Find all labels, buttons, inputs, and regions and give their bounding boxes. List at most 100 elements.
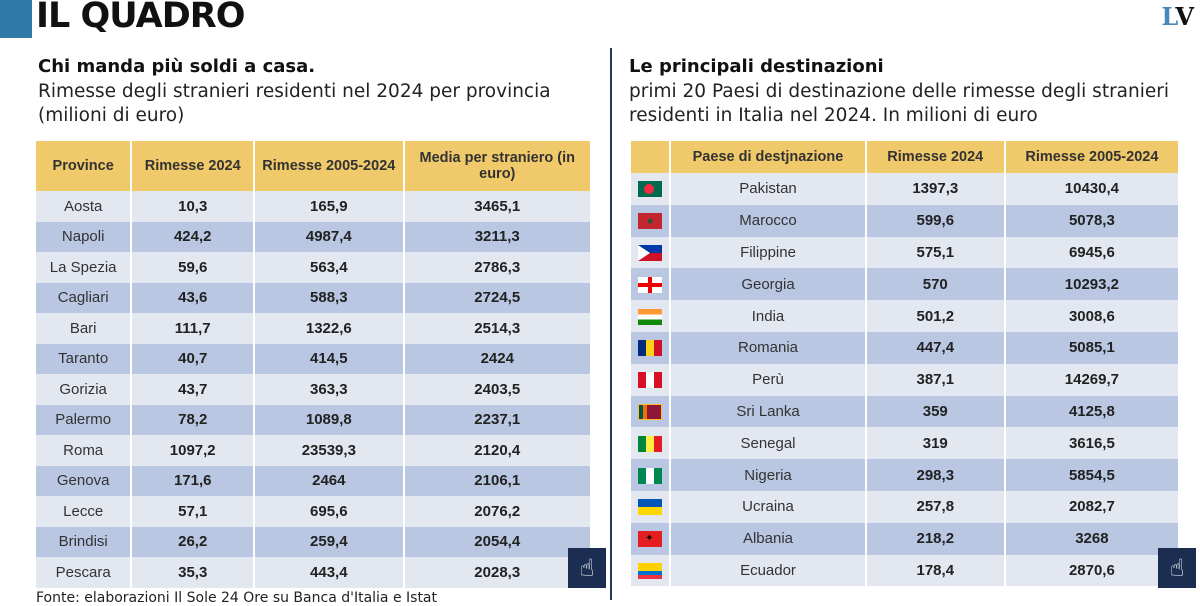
table-cell: 23539,3: [254, 435, 405, 466]
flag-cell: [631, 268, 672, 301]
table-cell: 43,6: [131, 282, 256, 313]
table-row: Perù 387,1 14269,7: [631, 363, 1181, 396]
table-cell: 10430,4: [1004, 173, 1181, 205]
table-cell: 171,6: [131, 465, 256, 496]
table-cell: 1397,3: [865, 173, 1006, 205]
table-cell: 2424: [403, 343, 592, 374]
table-cell: 2106,1: [403, 465, 592, 496]
table-row: Pakistan 1397,3 10430,4: [631, 173, 1181, 205]
table-cell: 588,3: [254, 282, 405, 313]
table-row: Napoli 424,2 4987,4 3211,3: [36, 221, 592, 252]
scroll-left-button[interactable]: ☝: [568, 548, 606, 588]
flag-cell: [631, 395, 672, 428]
column-header: Rimesse 2024: [131, 141, 256, 191]
column-header: Paese di destjnazione: [670, 141, 867, 173]
flag-cell: [631, 236, 672, 269]
flag-cell: ★: [631, 204, 672, 237]
table-cell: Pescara: [36, 557, 133, 588]
table-cell: 3211,3: [403, 221, 592, 252]
table-cell: 414,5: [254, 343, 405, 374]
table-cell: 178,4: [865, 554, 1006, 587]
table-cell: Genova: [36, 465, 133, 496]
scroll-right-button[interactable]: ☝: [1158, 548, 1196, 588]
province-table: Province Rimesse 2024 Rimesse 2005-2024 Med…: [36, 141, 592, 588]
column-header: [631, 141, 672, 173]
senegal-flag-icon: [638, 435, 663, 452]
ukraine-flag-icon: [638, 499, 663, 516]
table-cell: 3268: [1004, 522, 1181, 555]
hand-pointer-icon: ☝: [579, 554, 595, 582]
column-header: Rimesse 2024: [865, 141, 1006, 173]
philippines-flag-icon: [638, 245, 663, 261]
table-cell: Romania: [670, 331, 867, 364]
table-cell: 259,4: [254, 526, 405, 557]
flag-cell: [631, 173, 672, 205]
romania-flag-icon: [638, 340, 663, 357]
logo: LV: [1161, 2, 1194, 31]
table-row: Ucraina 257,8 2082,7: [631, 490, 1181, 523]
table-row: India 501,2 3008,6: [631, 300, 1181, 332]
table-cell: 3616,5: [1004, 427, 1181, 460]
flag-cell: [631, 490, 672, 523]
table-cell: 35,3: [131, 557, 256, 588]
table-cell: Taranto: [36, 343, 133, 374]
table-row: Sri Lanka 359 4125,8: [631, 395, 1181, 428]
flag-cell: [631, 459, 672, 491]
table-cell: Lecce: [36, 496, 133, 527]
hand-pointer-icon: ☝: [1169, 554, 1185, 582]
divider: [610, 48, 612, 600]
table-cell: Marocco: [670, 204, 867, 237]
table-cell: Albania: [670, 522, 867, 555]
bangladesh-flag-icon: [638, 181, 663, 198]
table-cell: 563,4: [254, 252, 405, 283]
table-row: ✦ Albania 218,2 3268: [631, 522, 1181, 555]
table-cell: 319: [865, 427, 1006, 460]
table-cell: 575,1: [865, 236, 1006, 269]
page-title: IL QUADRO: [36, 0, 245, 36]
table-row: Cagliari 43,6 588,3 2724,5: [36, 282, 592, 313]
flag-cell: [631, 363, 672, 396]
table-cell: 218,2: [865, 522, 1006, 555]
table-row: ★ Marocco 599,6 5078,3: [631, 204, 1181, 237]
table-cell: 1322,6: [254, 313, 405, 344]
table-row: La Spezia 59,6 563,4 2786,3: [36, 252, 592, 283]
table-cell: Perù: [670, 363, 867, 396]
countries-table: Paese di destjnazione Rimesse 2024 Rimesse…: [631, 141, 1181, 587]
table-cell: 4987,4: [254, 221, 405, 252]
table-row: Taranto 40,7 414,5 2424: [36, 343, 592, 374]
table-row: Pescara 35,3 443,4 2028,3: [36, 557, 592, 588]
table-cell: 443,4: [254, 557, 405, 588]
flag-cell: ✦: [631, 522, 672, 555]
table-cell: Napoli: [36, 221, 133, 252]
table-cell: 257,8: [865, 490, 1006, 523]
table-cell: 2076,2: [403, 496, 592, 527]
table-cell: Sri Lanka: [670, 395, 867, 428]
table-cell: 1097,2: [131, 435, 256, 466]
table-cell: Aosta: [36, 191, 133, 222]
table-cell: 359: [865, 395, 1006, 428]
table-cell: 2120,4: [403, 435, 592, 466]
table-row: Nigeria 298,3 5854,5: [631, 459, 1181, 491]
column-header: Rimesse 2005-2024: [254, 141, 405, 191]
table-cell: 6945,6: [1004, 236, 1181, 269]
table-cell: Brindisi: [36, 526, 133, 557]
table-cell: 111,7: [131, 313, 256, 344]
table-cell: Roma: [36, 435, 133, 466]
morocco-flag-icon: ★: [638, 213, 663, 230]
right-heading: Le principali destinazioni: [629, 56, 884, 77]
table-row: Brindisi 26,2 259,4 2054,4: [36, 526, 592, 557]
albania-flag-icon: ✦: [638, 531, 663, 548]
table-cell: Nigeria: [670, 459, 867, 491]
table-cell: 1089,8: [254, 404, 405, 435]
table-cell: Georgia: [670, 268, 867, 301]
table-cell: 2464: [254, 465, 405, 496]
table-cell: 2082,7: [1004, 490, 1181, 523]
table-cell: 2403,5: [403, 374, 592, 405]
source-note: Fonte: elaborazioni Il Sole 24 Ore su Ba…: [36, 590, 438, 606]
table-row: Georgia 570 10293,2: [631, 268, 1181, 301]
column-header: Rimesse 2005-2024: [1004, 141, 1181, 173]
table-cell: 78,2: [131, 404, 256, 435]
flag-cell: [631, 331, 672, 364]
table-cell: 165,9: [254, 191, 405, 222]
table-cell: La Spezia: [36, 252, 133, 283]
